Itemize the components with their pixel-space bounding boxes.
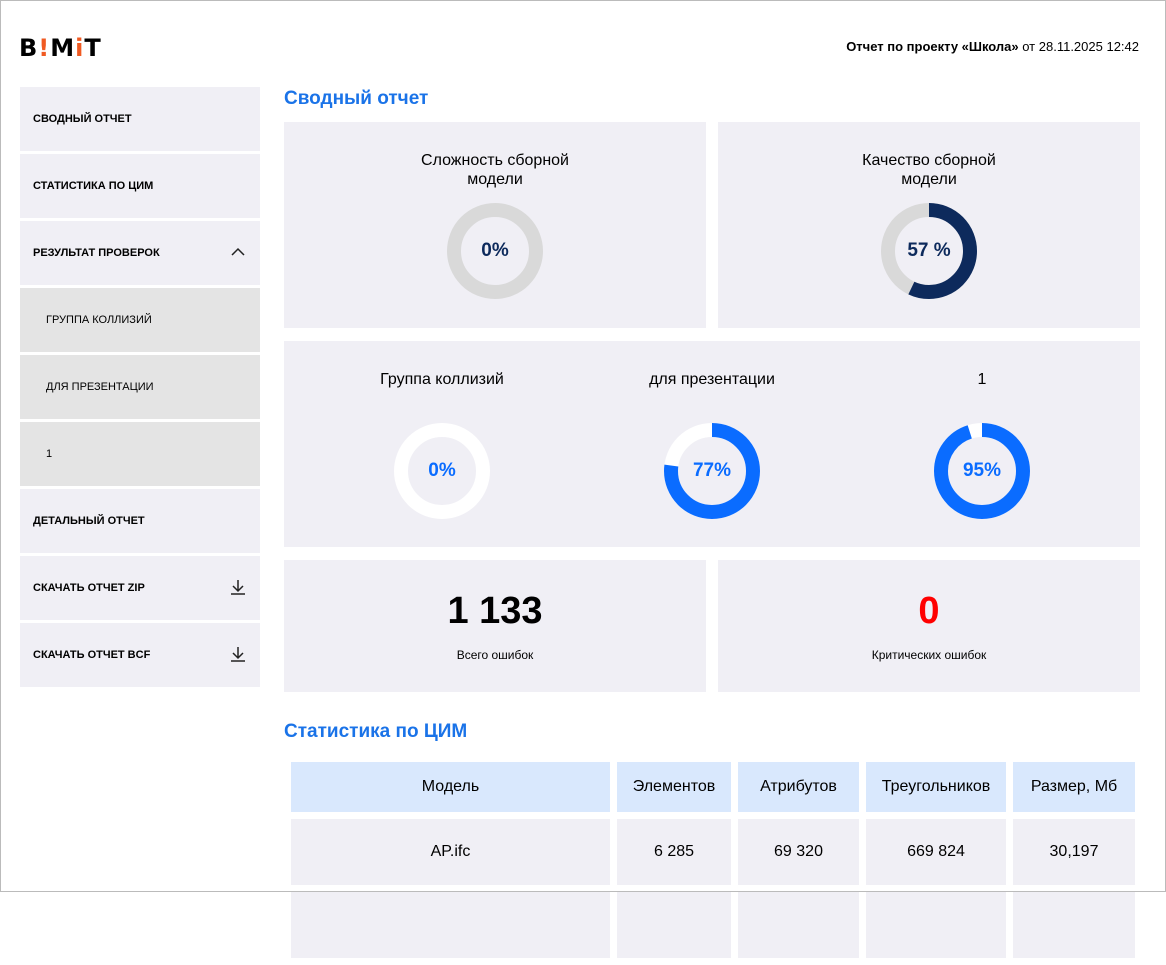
project-title: Отчет по проекту «Школа»: [846, 39, 1019, 54]
critical-errors-value: 0: [918, 590, 940, 632]
donut-label: 77%: [692, 460, 732, 481]
sidebar: Сводный отчет Статистика по ЦИМ Результат …: [20, 87, 260, 690]
sidebar-item-label: 1: [46, 448, 53, 460]
column-header: Размер, Мб: [1013, 762, 1135, 812]
donut-fill: [934, 423, 1030, 519]
group-donut: 77%: [662, 421, 762, 521]
donut-fill: [881, 203, 977, 299]
group-title: 1: [977, 371, 987, 388]
complexity-card: Сложность сборной модели 0%: [284, 122, 706, 328]
table-cell: 30,197: [1013, 819, 1135, 885]
table-row: [291, 892, 1135, 958]
sidebar-item[interactable]: для презентации: [20, 355, 260, 419]
table-row: AP.ifc 6 285 69 320 669 824 30,197: [291, 819, 1135, 885]
sidebar-item-label: для презентации: [46, 381, 154, 393]
critical-errors-card: 0 Критических ошибок: [718, 560, 1140, 692]
donut-label: 57 %: [907, 240, 951, 261]
group-title: Группа коллизий: [380, 371, 504, 388]
table-cell: 669 824: [866, 819, 1006, 885]
logo: B!MiT: [19, 34, 102, 62]
quality-card: Качество сборной модели 57 %: [718, 122, 1140, 328]
sidebar-item[interactable]: 1: [20, 422, 260, 486]
complexity-donut: 0%: [445, 201, 545, 301]
sidebar-item-label: Статистика по ЦИМ: [33, 180, 154, 192]
sidebar-item-label: Результат проверок: [33, 247, 160, 259]
sidebar-item[interactable]: Детальный отчет: [20, 489, 260, 553]
report-header: Отчет по проекту «Школа» от 28.11.2025 1…: [846, 39, 1139, 54]
sidebar-item-label: Группа коллизий: [46, 314, 152, 326]
sidebar-item[interactable]: Статистика по ЦИМ: [20, 154, 260, 218]
table-cell: [866, 892, 1006, 958]
total-errors-label: Всего ошибок: [456, 648, 534, 662]
column-header: Атрибутов: [738, 762, 859, 812]
report-date: от 28.11.2025 12:42: [1018, 39, 1139, 54]
group-title: для презентации: [649, 371, 775, 388]
table-cell: AP.ifc: [291, 819, 610, 885]
sidebar-item-label: Скачать отчет BCF: [33, 649, 151, 661]
sidebar-item-label: Детальный отчет: [33, 515, 145, 527]
critical-errors-label: Критических ошибок: [871, 648, 987, 662]
summary-heading: Сводный отчет: [284, 88, 429, 109]
sidebar-item-label: Сводный отчет: [33, 113, 132, 125]
table-cell: 6 285: [617, 819, 731, 885]
table-cell: [291, 892, 610, 958]
sidebar-item[interactable]: Группа коллизий: [20, 288, 260, 352]
group-donut: 0%: [392, 421, 492, 521]
download-icon[interactable]: [229, 578, 247, 599]
donut-label: 0%: [428, 460, 456, 481]
chevron-up-icon[interactable]: [229, 243, 247, 264]
stats-heading: Статистика по ЦИМ: [284, 721, 468, 742]
donut-label: 0%: [481, 240, 509, 261]
complexity-title: Сложность сборной модели: [421, 152, 569, 188]
group-donut: 95%: [932, 421, 1032, 521]
total-errors-value: 1 133: [447, 590, 543, 632]
donut-track: [447, 203, 543, 299]
quality-title: Качество сборной модели: [862, 152, 996, 188]
stats-table: Модель Элементов Атрибутов Треугольников…: [284, 755, 1142, 965]
column-header: Модель: [291, 762, 610, 812]
sidebar-item[interactable]: Сводный отчет: [20, 87, 260, 151]
sidebar-item-label: Скачать отчет ZIP: [33, 582, 145, 594]
sidebar-item[interactable]: Скачать отчет BCF: [20, 623, 260, 687]
donut-track: [394, 423, 490, 519]
table-cell: [738, 892, 859, 958]
table-cell: [1013, 892, 1135, 958]
total-errors-card: 1 133 Всего ошибок: [284, 560, 706, 692]
table-cell: [617, 892, 731, 958]
quality-donut: 57 %: [879, 201, 979, 301]
sidebar-item[interactable]: Результат проверок: [20, 221, 260, 285]
sidebar-item[interactable]: Скачать отчет ZIP: [20, 556, 260, 620]
check-groups-card: Группа коллизий 0% для презентации 77% 1…: [284, 341, 1140, 547]
column-header: Треугольников: [866, 762, 1006, 812]
donut-label: 95%: [962, 460, 1002, 481]
table-cell: 69 320: [738, 819, 859, 885]
column-header: Элементов: [617, 762, 731, 812]
donut-fill: [664, 423, 760, 519]
download-icon[interactable]: [229, 645, 247, 666]
